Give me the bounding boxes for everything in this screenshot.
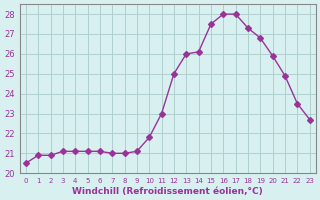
X-axis label: Windchill (Refroidissement éolien,°C): Windchill (Refroidissement éolien,°C) xyxy=(72,187,263,196)
